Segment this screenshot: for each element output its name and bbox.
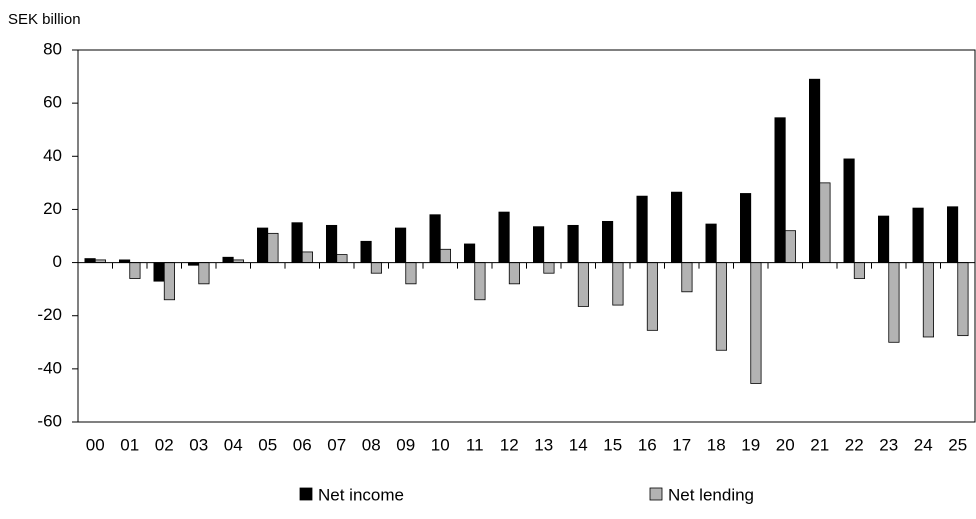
bar	[957, 262, 969, 337]
x-tick-label: 06	[293, 435, 312, 454]
bar	[394, 227, 407, 263]
bar	[267, 232, 279, 263]
y-tick-label: 60	[43, 93, 62, 112]
bar	[947, 206, 959, 263]
bar	[740, 193, 752, 263]
x-tick-label: 12	[500, 435, 519, 454]
bar	[809, 78, 821, 263]
bar	[84, 258, 96, 263]
bar	[567, 224, 579, 263]
bar	[543, 262, 555, 274]
bar	[671, 191, 683, 263]
bar	[681, 262, 693, 293]
legend-swatch	[299, 487, 313, 501]
bar	[360, 240, 372, 263]
bar	[715, 262, 728, 351]
bar	[750, 262, 762, 384]
x-tick-label: 18	[707, 435, 726, 454]
bar	[370, 262, 383, 274]
x-tick-label: 03	[189, 435, 208, 454]
y-tick-label: 40	[43, 146, 62, 165]
x-tick-label: 23	[879, 435, 898, 454]
x-tick-label: 19	[741, 435, 760, 454]
bar	[878, 215, 890, 263]
bar	[198, 262, 210, 285]
bar	[256, 227, 269, 263]
bar	[325, 224, 338, 263]
bar	[439, 248, 452, 263]
x-tick-label: 25	[948, 435, 967, 454]
x-tick-label: 00	[86, 435, 105, 454]
legend-label: Net income	[318, 485, 404, 504]
bar	[888, 262, 900, 343]
bar	[163, 262, 176, 301]
bar	[774, 117, 786, 263]
y-axis-label: SEK billion	[8, 11, 81, 28]
bar	[853, 262, 866, 279]
bar	[405, 262, 417, 285]
x-tick-label: 04	[224, 435, 243, 454]
bar	[498, 211, 510, 263]
x-tick-label: 08	[362, 435, 381, 454]
x-tick-label: 24	[914, 435, 933, 454]
bar	[602, 220, 614, 263]
y-tick-label: -60	[37, 411, 62, 430]
x-tick-label: 20	[776, 435, 795, 454]
x-tick-label: 15	[603, 435, 622, 454]
x-tick-label: 16	[638, 435, 657, 454]
legend-label: Net lending	[668, 485, 754, 504]
y-tick-label: 80	[43, 39, 62, 58]
x-tick-label: 17	[672, 435, 691, 454]
bar	[612, 262, 624, 306]
y-tick-label: -40	[37, 358, 62, 377]
bar	[429, 214, 441, 263]
bar	[819, 182, 831, 263]
bar	[129, 262, 141, 279]
bar	[153, 262, 165, 282]
bar	[636, 195, 648, 263]
x-tick-label: 21	[810, 435, 829, 454]
y-tick-label: 0	[53, 252, 62, 271]
x-tick-label: 11	[466, 435, 484, 454]
x-tick-label: 07	[327, 435, 346, 454]
bar	[843, 158, 855, 263]
bar	[463, 243, 476, 263]
bar	[922, 262, 935, 338]
plot-frame	[77, 49, 976, 423]
x-tick-label: 01	[120, 435, 139, 454]
bar	[474, 262, 486, 301]
bar	[646, 262, 659, 331]
x-tick-label: 09	[396, 435, 415, 454]
x-tick-label: 02	[155, 435, 174, 454]
bar	[784, 230, 797, 263]
bar	[577, 262, 590, 307]
legend-swatch	[649, 487, 663, 501]
y-tick-label: -20	[37, 305, 62, 324]
bar	[291, 222, 303, 263]
bar	[336, 254, 348, 263]
bar	[533, 226, 545, 263]
x-tick-label: 22	[845, 435, 864, 454]
bar	[705, 223, 717, 263]
bar	[508, 262, 521, 285]
bar	[301, 251, 314, 263]
y-tick-label: 20	[43, 199, 62, 218]
x-tick-label: 13	[534, 435, 553, 454]
bar	[222, 256, 234, 263]
bar	[912, 207, 924, 263]
x-tick-label: 05	[258, 435, 277, 454]
x-tick-label: 14	[569, 435, 588, 454]
x-tick-label: 10	[431, 435, 450, 454]
